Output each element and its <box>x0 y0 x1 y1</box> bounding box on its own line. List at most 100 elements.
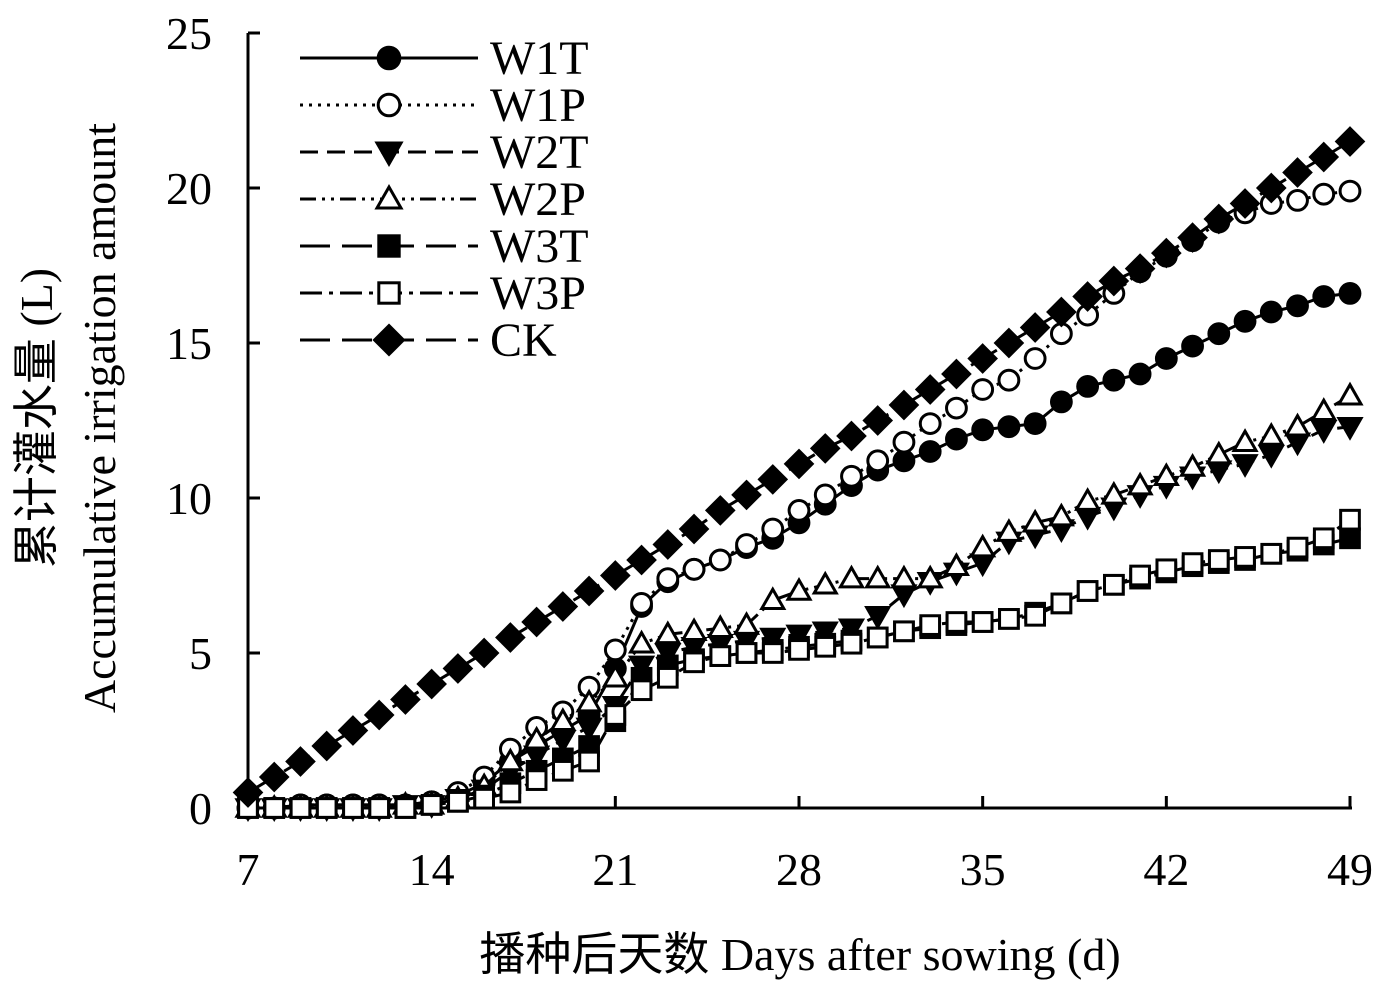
point-W3P-19 <box>735 642 758 664</box>
point-W1P-20 <box>761 517 785 541</box>
point-W1P-23 <box>840 464 863 488</box>
point-W2T-15 <box>627 655 656 680</box>
point-W2T-39 <box>1257 444 1285 469</box>
point-W2T-12 <box>549 730 577 754</box>
point-CK-7 <box>416 668 447 700</box>
point-W2P-28 <box>969 533 997 558</box>
point-W3P-33 <box>1103 573 1125 596</box>
axes <box>246 33 1352 810</box>
legend-marker-W2T <box>374 141 404 168</box>
point-W2P-29 <box>995 518 1023 542</box>
point-W2P-14 <box>601 663 629 688</box>
point-W2P-20 <box>759 586 787 611</box>
point-W3P-36 <box>1181 552 1204 574</box>
point-W2P-26 <box>916 564 944 589</box>
point-W3P-5 <box>368 797 391 819</box>
x-tick-label-5: 42 <box>1143 844 1189 895</box>
point-CK-18 <box>704 495 736 526</box>
x-tick-label-6: 49 <box>1327 844 1373 895</box>
point-W3P-24 <box>866 626 889 649</box>
series-CK <box>232 126 1366 808</box>
legend-entry-W3T: W3T <box>300 220 589 273</box>
point-W3P-7 <box>420 794 443 816</box>
point-W2P-16 <box>654 620 682 645</box>
point-W3P-3 <box>315 797 338 819</box>
point-W3P-37 <box>1207 549 1230 571</box>
point-W1P-41 <box>1312 182 1336 206</box>
point-W2T-38 <box>1231 454 1259 478</box>
point-W2P-11 <box>523 725 551 750</box>
point-W3P-18 <box>709 645 732 667</box>
point-W1P-27 <box>945 396 968 420</box>
point-W1P-19 <box>735 533 758 556</box>
point-W3P-20 <box>761 642 784 664</box>
point-CK-40 <box>1282 157 1313 188</box>
point-W3P-13 <box>578 750 600 773</box>
point-W2T-21 <box>785 624 813 649</box>
point-CK-10 <box>495 622 526 653</box>
point-W3P-8 <box>447 790 469 813</box>
point-W2P-18 <box>706 614 734 638</box>
point-W1P-21 <box>787 499 811 522</box>
legend-entry-W3P: W3P <box>300 267 586 320</box>
point-W1T-41 <box>1312 285 1336 308</box>
point-W3P-27 <box>945 611 968 633</box>
point-W3P-28 <box>971 611 994 633</box>
point-CK-4 <box>337 715 369 746</box>
legend-label-CK: CK <box>490 314 557 367</box>
series-layer <box>232 126 1366 823</box>
series-W1T <box>236 282 1362 820</box>
y-tick-label-4: 20 <box>166 163 212 214</box>
point-W3P-11 <box>525 769 548 791</box>
point-W1P-14 <box>603 638 627 662</box>
point-W1T-26 <box>918 440 942 463</box>
point-CK-19 <box>731 479 762 511</box>
point-W1P-15 <box>630 592 653 615</box>
point-W3P-9 <box>473 787 495 810</box>
point-W2P-31 <box>1047 502 1075 527</box>
point-W3P-22 <box>814 635 837 658</box>
point-W1P-24 <box>866 449 890 473</box>
point-W1P-40 <box>1286 189 1309 212</box>
point-W2T-24 <box>864 606 892 630</box>
point-W1T-28 <box>971 418 995 442</box>
point-W2P-12 <box>549 707 577 731</box>
y-tick-label-1: 5 <box>189 628 212 679</box>
point-CK-30 <box>1019 312 1051 343</box>
point-W2P-40 <box>1283 412 1312 437</box>
legend-label-W1P: W1P <box>490 79 586 132</box>
point-W3P-15 <box>630 679 653 702</box>
point-CK-42 <box>1334 126 1366 157</box>
point-W1P-42 <box>1338 179 1362 203</box>
point-W2P-34 <box>1126 471 1154 496</box>
point-W1T-29 <box>997 415 1021 439</box>
legend-label-W3T: W3T <box>490 220 589 273</box>
point-W2T-16 <box>654 643 682 668</box>
point-CK-31 <box>1046 296 1077 328</box>
point-CK-36 <box>1177 222 1208 253</box>
point-CK-26 <box>914 374 946 405</box>
point-CK-25 <box>888 389 920 421</box>
x-tick-label-4: 35 <box>960 844 1006 895</box>
point-CK-33 <box>1098 265 1130 297</box>
point-W3P-34 <box>1129 564 1151 587</box>
legend-entry-W1T: W1T <box>300 32 589 85</box>
ticks <box>246 31 1352 810</box>
point-W1T-31 <box>1049 390 1073 414</box>
point-W2P-17 <box>680 617 708 642</box>
point-W2P-30 <box>1021 508 1049 533</box>
point-CK-3 <box>311 730 343 762</box>
point-W2P-24 <box>864 564 892 589</box>
point-W2P-27 <box>942 552 971 576</box>
legend-marker-W1P <box>376 92 402 118</box>
x-tick-label-2: 21 <box>592 844 638 895</box>
point-W2P-37 <box>1205 440 1233 465</box>
point-W1P-30 <box>1023 347 1047 370</box>
point-W1P-16 <box>656 567 680 590</box>
legend-marker-W3P <box>377 281 401 305</box>
point-W3P-40 <box>1286 536 1309 559</box>
point-CK-1 <box>258 761 290 793</box>
legend-marker-W2P <box>374 183 404 210</box>
y-tick-label-3: 15 <box>166 318 212 369</box>
